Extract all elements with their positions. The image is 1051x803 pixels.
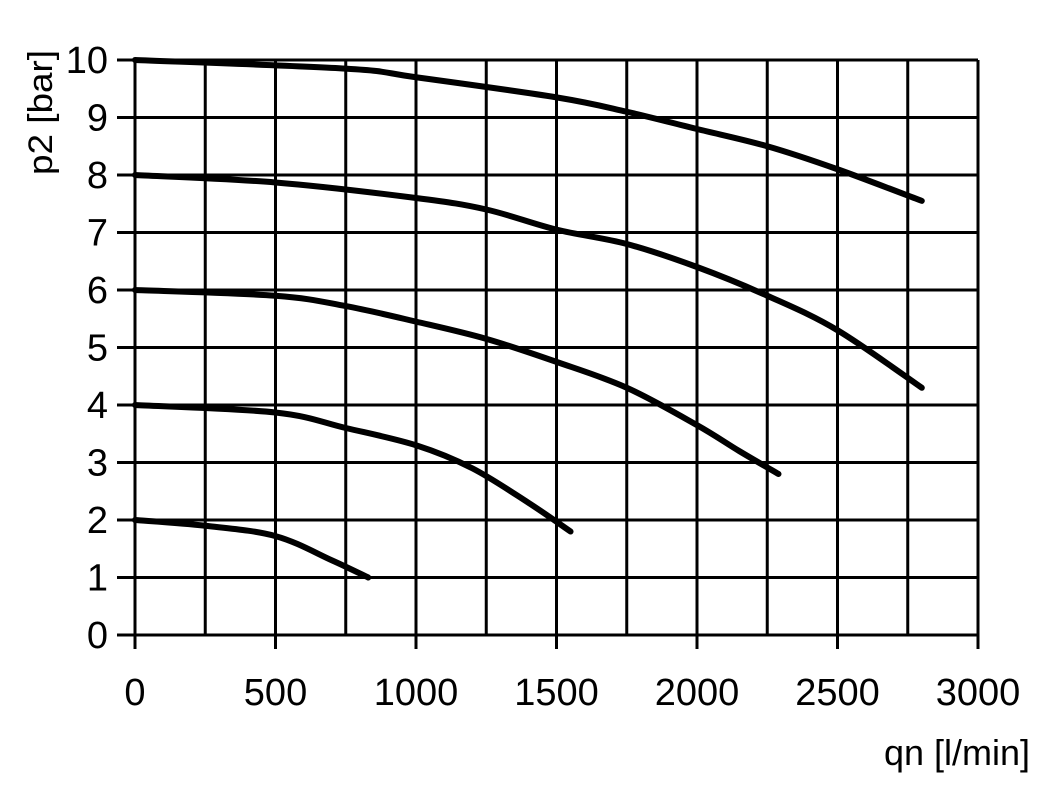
x-tick-label: 1000 <box>374 672 459 714</box>
x-tick-label: 2500 <box>795 672 880 714</box>
series-group <box>132 57 925 581</box>
y-axis-label: p2 [bar] <box>22 50 60 175</box>
x-tick-label: 500 <box>244 672 307 714</box>
x-tick-label: 0 <box>124 672 145 714</box>
y-tick-label: 5 <box>87 328 108 370</box>
series-line-3 <box>132 287 782 477</box>
grid <box>117 58 980 649</box>
series-line-2 <box>132 402 574 535</box>
y-tick-label: 10 <box>66 40 108 82</box>
y-tick-label: 7 <box>87 213 108 255</box>
x-tick-label: 2000 <box>655 672 740 714</box>
y-tick-label: 0 <box>87 615 108 657</box>
y-tick-label: 1 <box>87 558 108 600</box>
series-line-4 <box>132 172 925 391</box>
y-tick-label: 4 <box>87 385 108 427</box>
x-axis-label: qn [l/min] <box>884 732 1030 773</box>
x-tick-label: 1500 <box>514 672 599 714</box>
y-tick-label: 2 <box>87 500 108 542</box>
series-line-5 <box>132 57 925 204</box>
y-tick-label: 3 <box>87 443 108 485</box>
y-tick-label: 9 <box>87 98 108 140</box>
series-line-1 <box>132 517 372 581</box>
y-tick-label: 6 <box>87 270 108 312</box>
y-tick-label: 8 <box>87 155 108 197</box>
tick-labels: 0 500 1000 1500 2000 2500 3000 0 1 2 3 4 5 6 7 8 9 10 <box>66 40 1021 714</box>
x-tick-label: 3000 <box>936 672 1021 714</box>
